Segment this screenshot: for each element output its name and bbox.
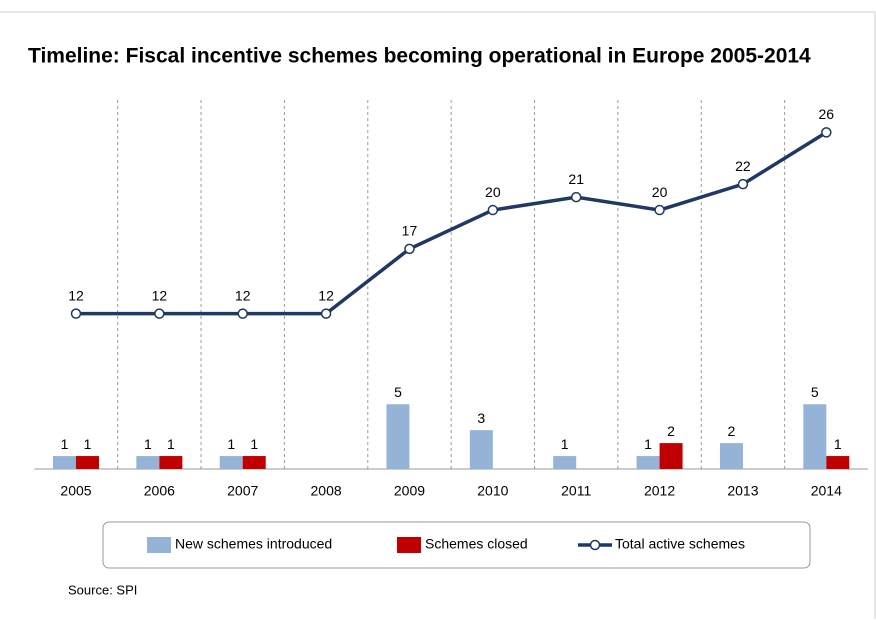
- value-label: 5: [394, 384, 402, 400]
- bar: [803, 404, 827, 469]
- bar: [826, 456, 850, 469]
- value-label: 1: [144, 436, 152, 452]
- line-point: [237, 308, 248, 319]
- line-point: [821, 127, 832, 138]
- value-label: 1: [61, 436, 69, 452]
- x-tick-label: 2006: [144, 483, 175, 499]
- x-tick-label: 2012: [644, 483, 675, 499]
- value-label: 1: [834, 436, 842, 452]
- value-label: 12: [318, 287, 334, 303]
- x-tick-label: 2008: [311, 483, 342, 499]
- bar: [386, 404, 410, 469]
- value-label: 5: [811, 384, 819, 400]
- bar: [469, 430, 493, 469]
- bar: [52, 456, 76, 469]
- bar: [553, 456, 577, 469]
- value-label: 22: [735, 158, 751, 174]
- line-point: [320, 308, 332, 319]
- line-point: [737, 178, 749, 190]
- bar: [659, 443, 683, 469]
- source: Source: SPI: [68, 582, 137, 597]
- value-label: 12: [152, 287, 168, 303]
- value-label: 2: [667, 423, 675, 439]
- value-label: 21: [568, 171, 584, 187]
- legend-swatch: [397, 537, 421, 553]
- legend-swatch: [147, 537, 171, 553]
- value-label: 3: [477, 410, 485, 426]
- chart-title: Timeline: Fiscal incentive schemes becom…: [28, 45, 811, 68]
- x-tick-label: 2010: [477, 483, 508, 499]
- value-label: 1: [167, 436, 175, 452]
- legend-label: New schemes introduced: [175, 536, 332, 552]
- bar: [719, 443, 743, 469]
- value-label: 17: [402, 223, 418, 239]
- legend-box: [102, 521, 811, 569]
- value-label: 1: [644, 436, 652, 452]
- value-label: 26: [819, 106, 835, 122]
- x-tick-label: 2014: [811, 483, 842, 499]
- bar: [159, 456, 183, 469]
- value-label: 12: [235, 287, 251, 303]
- value-label: 1: [561, 436, 569, 452]
- value-label: 2: [728, 423, 736, 439]
- value-label: 1: [227, 436, 235, 452]
- line-point: [487, 204, 499, 216]
- value-label: 1: [84, 436, 92, 452]
- x-tick-label: 2005: [60, 483, 91, 499]
- bar: [219, 456, 243, 469]
- bar: [136, 456, 160, 469]
- x-tick-label: 2011: [561, 483, 591, 499]
- bar: [636, 456, 660, 469]
- line-point: [570, 191, 582, 203]
- legend-label: Total active schemes: [615, 536, 745, 552]
- value-label: 12: [68, 287, 84, 303]
- bar: [242, 456, 266, 469]
- line-point: [154, 308, 165, 319]
- x-tick-label: 2013: [727, 483, 758, 499]
- line-point: [654, 204, 665, 216]
- frame: [0, 11, 876, 619]
- value-label: 20: [485, 184, 501, 200]
- line-point: [404, 243, 415, 255]
- bar: [75, 456, 99, 469]
- value-label: 20: [652, 184, 668, 200]
- legend-label: Schemes closed: [425, 536, 528, 552]
- x-tick-label: 2009: [394, 483, 425, 499]
- value-label: 1: [250, 436, 258, 452]
- line: [75, 130, 828, 316]
- x-tick-label: 2007: [227, 483, 258, 499]
- line-point: [70, 308, 82, 319]
- legend-swatch: [589, 539, 601, 551]
